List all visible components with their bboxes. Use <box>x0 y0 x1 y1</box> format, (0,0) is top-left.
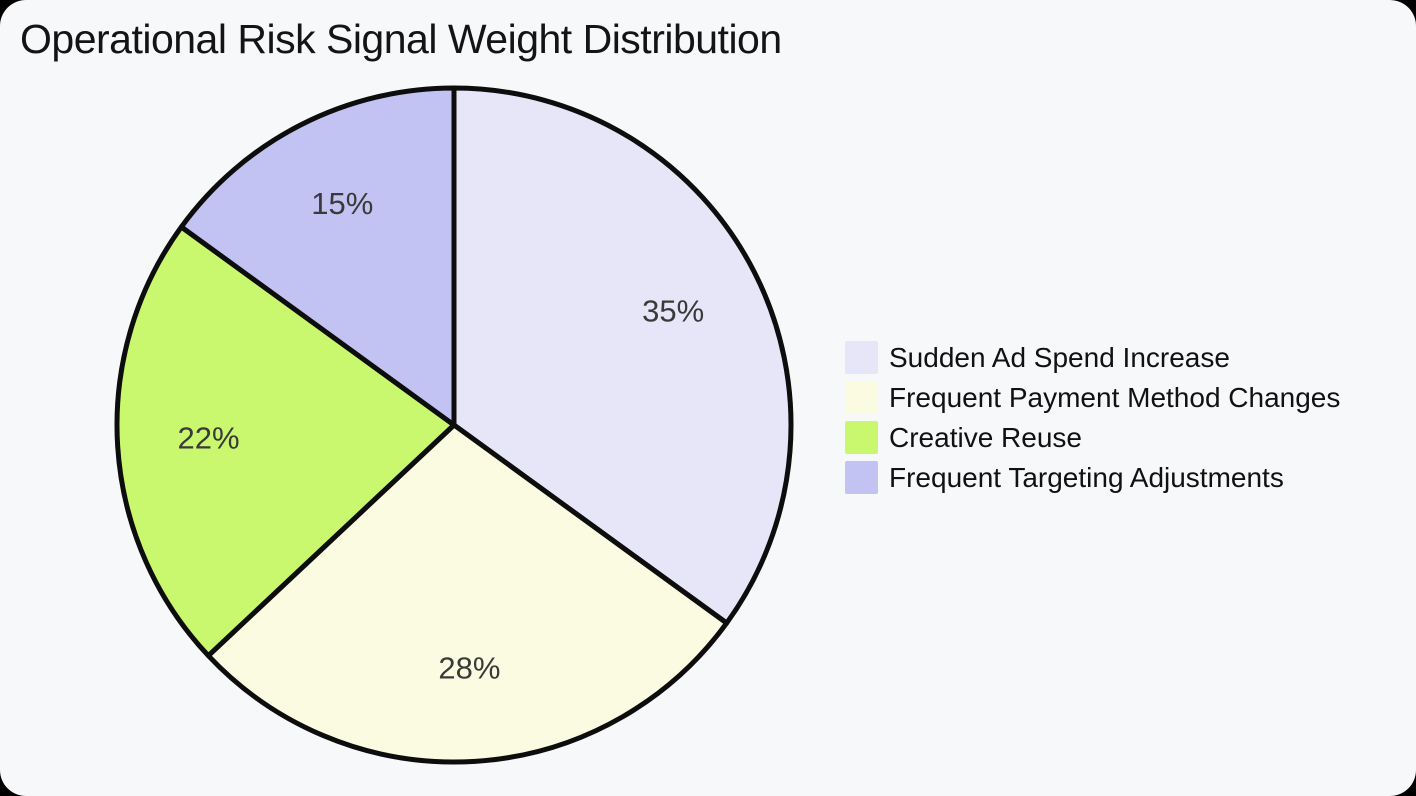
legend-swatch <box>845 341 878 374</box>
chart-title: Operational Risk Signal Weight Distribut… <box>20 16 782 62</box>
legend-label: Frequent Payment Method Changes <box>889 382 1341 413</box>
pie-slice-value-label: 35% <box>642 293 704 328</box>
legend-label: Creative Reuse <box>889 422 1082 453</box>
pie-slice-value-label: 28% <box>438 651 500 686</box>
legend-label: Frequent Targeting Adjustments <box>889 462 1284 493</box>
pie-slice-0 <box>451 85 794 626</box>
legend: Sudden Ad Spend Increase Frequent Paymen… <box>845 341 1340 494</box>
legend-item: Frequent Targeting Adjustments <box>845 461 1340 494</box>
pie-slice-3 <box>178 85 457 428</box>
legend-item: Creative Reuse <box>845 421 1340 454</box>
pie-slice-value-label: 15% <box>311 186 373 221</box>
legend-swatch <box>845 381 878 414</box>
legend-item: Sudden Ad Spend Increase <box>845 341 1340 374</box>
pie-slice-value-label: 22% <box>177 421 239 456</box>
legend-swatch <box>845 461 878 494</box>
legend-swatch <box>845 421 878 454</box>
legend-item: Frequent Payment Method Changes <box>845 381 1340 414</box>
legend-label: Sudden Ad Spend Increase <box>889 342 1230 373</box>
pie-slice-1 <box>205 422 730 765</box>
pie-slice-2 <box>114 224 457 659</box>
